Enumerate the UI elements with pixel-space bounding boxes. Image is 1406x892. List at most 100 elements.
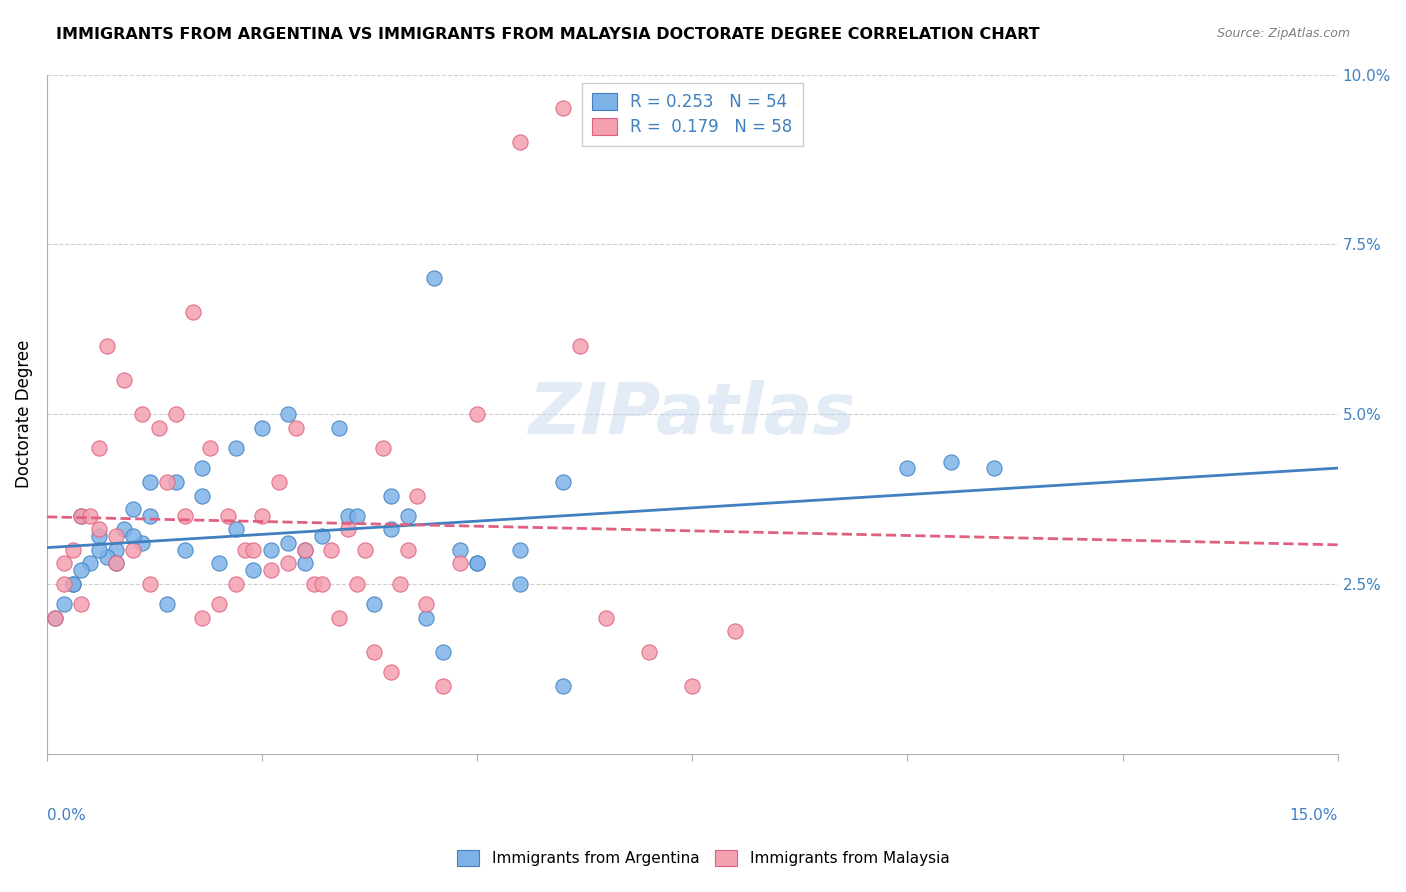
Point: [311, 576, 333, 591]
Point: [363, 597, 385, 611]
Point: [371, 441, 394, 455]
Legend: R = 0.253   N = 54, R =  0.179   N = 58: R = 0.253 N = 54, R = 0.179 N = 58: [582, 83, 803, 146]
Point: [122, 502, 145, 516]
Point: [173, 542, 195, 557]
Point: [354, 542, 377, 557]
Point: [53, 597, 76, 611]
Point: [242, 542, 264, 557]
Y-axis label: Doctorate Degree: Doctorate Degree: [15, 340, 32, 488]
Point: [553, 475, 575, 489]
Point: [311, 529, 333, 543]
Point: [165, 475, 187, 489]
Point: [62, 542, 84, 557]
Text: 0.0%: 0.0%: [46, 808, 86, 822]
Point: [415, 597, 437, 611]
Point: [380, 523, 402, 537]
Point: [380, 665, 402, 679]
Point: [553, 102, 575, 116]
Point: [259, 542, 281, 557]
Point: [380, 489, 402, 503]
Point: [233, 542, 256, 557]
Point: [70, 563, 93, 577]
Point: [406, 489, 429, 503]
Point: [53, 576, 76, 591]
Point: [87, 542, 110, 557]
Point: [79, 557, 101, 571]
Point: [509, 542, 531, 557]
Point: [131, 407, 153, 421]
Point: [242, 563, 264, 577]
Point: [983, 461, 1005, 475]
Point: [328, 611, 350, 625]
Point: [173, 508, 195, 523]
Text: IMMIGRANTS FROM ARGENTINA VS IMMIGRANTS FROM MALAYSIA DOCTORATE DEGREE CORRELATI: IMMIGRANTS FROM ARGENTINA VS IMMIGRANTS …: [56, 27, 1040, 42]
Legend: Immigrants from Argentina, Immigrants from Malaysia: Immigrants from Argentina, Immigrants fr…: [447, 841, 959, 875]
Point: [79, 508, 101, 523]
Point: [70, 508, 93, 523]
Point: [432, 679, 454, 693]
Point: [131, 536, 153, 550]
Point: [432, 645, 454, 659]
Point: [681, 679, 703, 693]
Text: Source: ZipAtlas.com: Source: ZipAtlas.com: [1216, 27, 1350, 40]
Point: [62, 576, 84, 591]
Point: [896, 461, 918, 475]
Point: [363, 645, 385, 659]
Point: [465, 407, 488, 421]
Point: [465, 557, 488, 571]
Point: [104, 542, 127, 557]
Point: [148, 420, 170, 434]
Point: [509, 576, 531, 591]
Point: [553, 679, 575, 693]
Point: [53, 557, 76, 571]
Point: [191, 461, 214, 475]
Point: [96, 549, 118, 564]
Text: ZIPatlas: ZIPatlas: [529, 379, 856, 449]
Point: [569, 339, 592, 353]
Point: [449, 557, 471, 571]
Point: [638, 645, 661, 659]
Point: [250, 420, 273, 434]
Point: [319, 542, 342, 557]
Point: [139, 576, 162, 591]
Point: [302, 576, 325, 591]
Point: [191, 611, 214, 625]
Point: [156, 475, 179, 489]
Point: [62, 576, 84, 591]
Point: [294, 542, 316, 557]
Point: [337, 508, 360, 523]
Point: [104, 529, 127, 543]
Point: [337, 523, 360, 537]
Point: [104, 557, 127, 571]
Point: [294, 542, 316, 557]
Point: [277, 536, 299, 550]
Point: [225, 576, 247, 591]
Point: [122, 542, 145, 557]
Point: [396, 508, 419, 523]
Point: [449, 542, 471, 557]
Point: [96, 339, 118, 353]
Point: [724, 624, 747, 639]
Point: [415, 611, 437, 625]
Point: [277, 557, 299, 571]
Point: [465, 557, 488, 571]
Text: 15.0%: 15.0%: [1289, 808, 1337, 822]
Point: [191, 489, 214, 503]
Point: [939, 454, 962, 468]
Point: [217, 508, 239, 523]
Point: [70, 508, 93, 523]
Point: [87, 529, 110, 543]
Point: [250, 508, 273, 523]
Point: [225, 441, 247, 455]
Point: [225, 523, 247, 537]
Point: [595, 611, 617, 625]
Point: [122, 529, 145, 543]
Point: [208, 597, 231, 611]
Point: [87, 441, 110, 455]
Point: [259, 563, 281, 577]
Point: [294, 557, 316, 571]
Point: [112, 373, 135, 387]
Point: [208, 557, 231, 571]
Point: [139, 475, 162, 489]
Point: [87, 523, 110, 537]
